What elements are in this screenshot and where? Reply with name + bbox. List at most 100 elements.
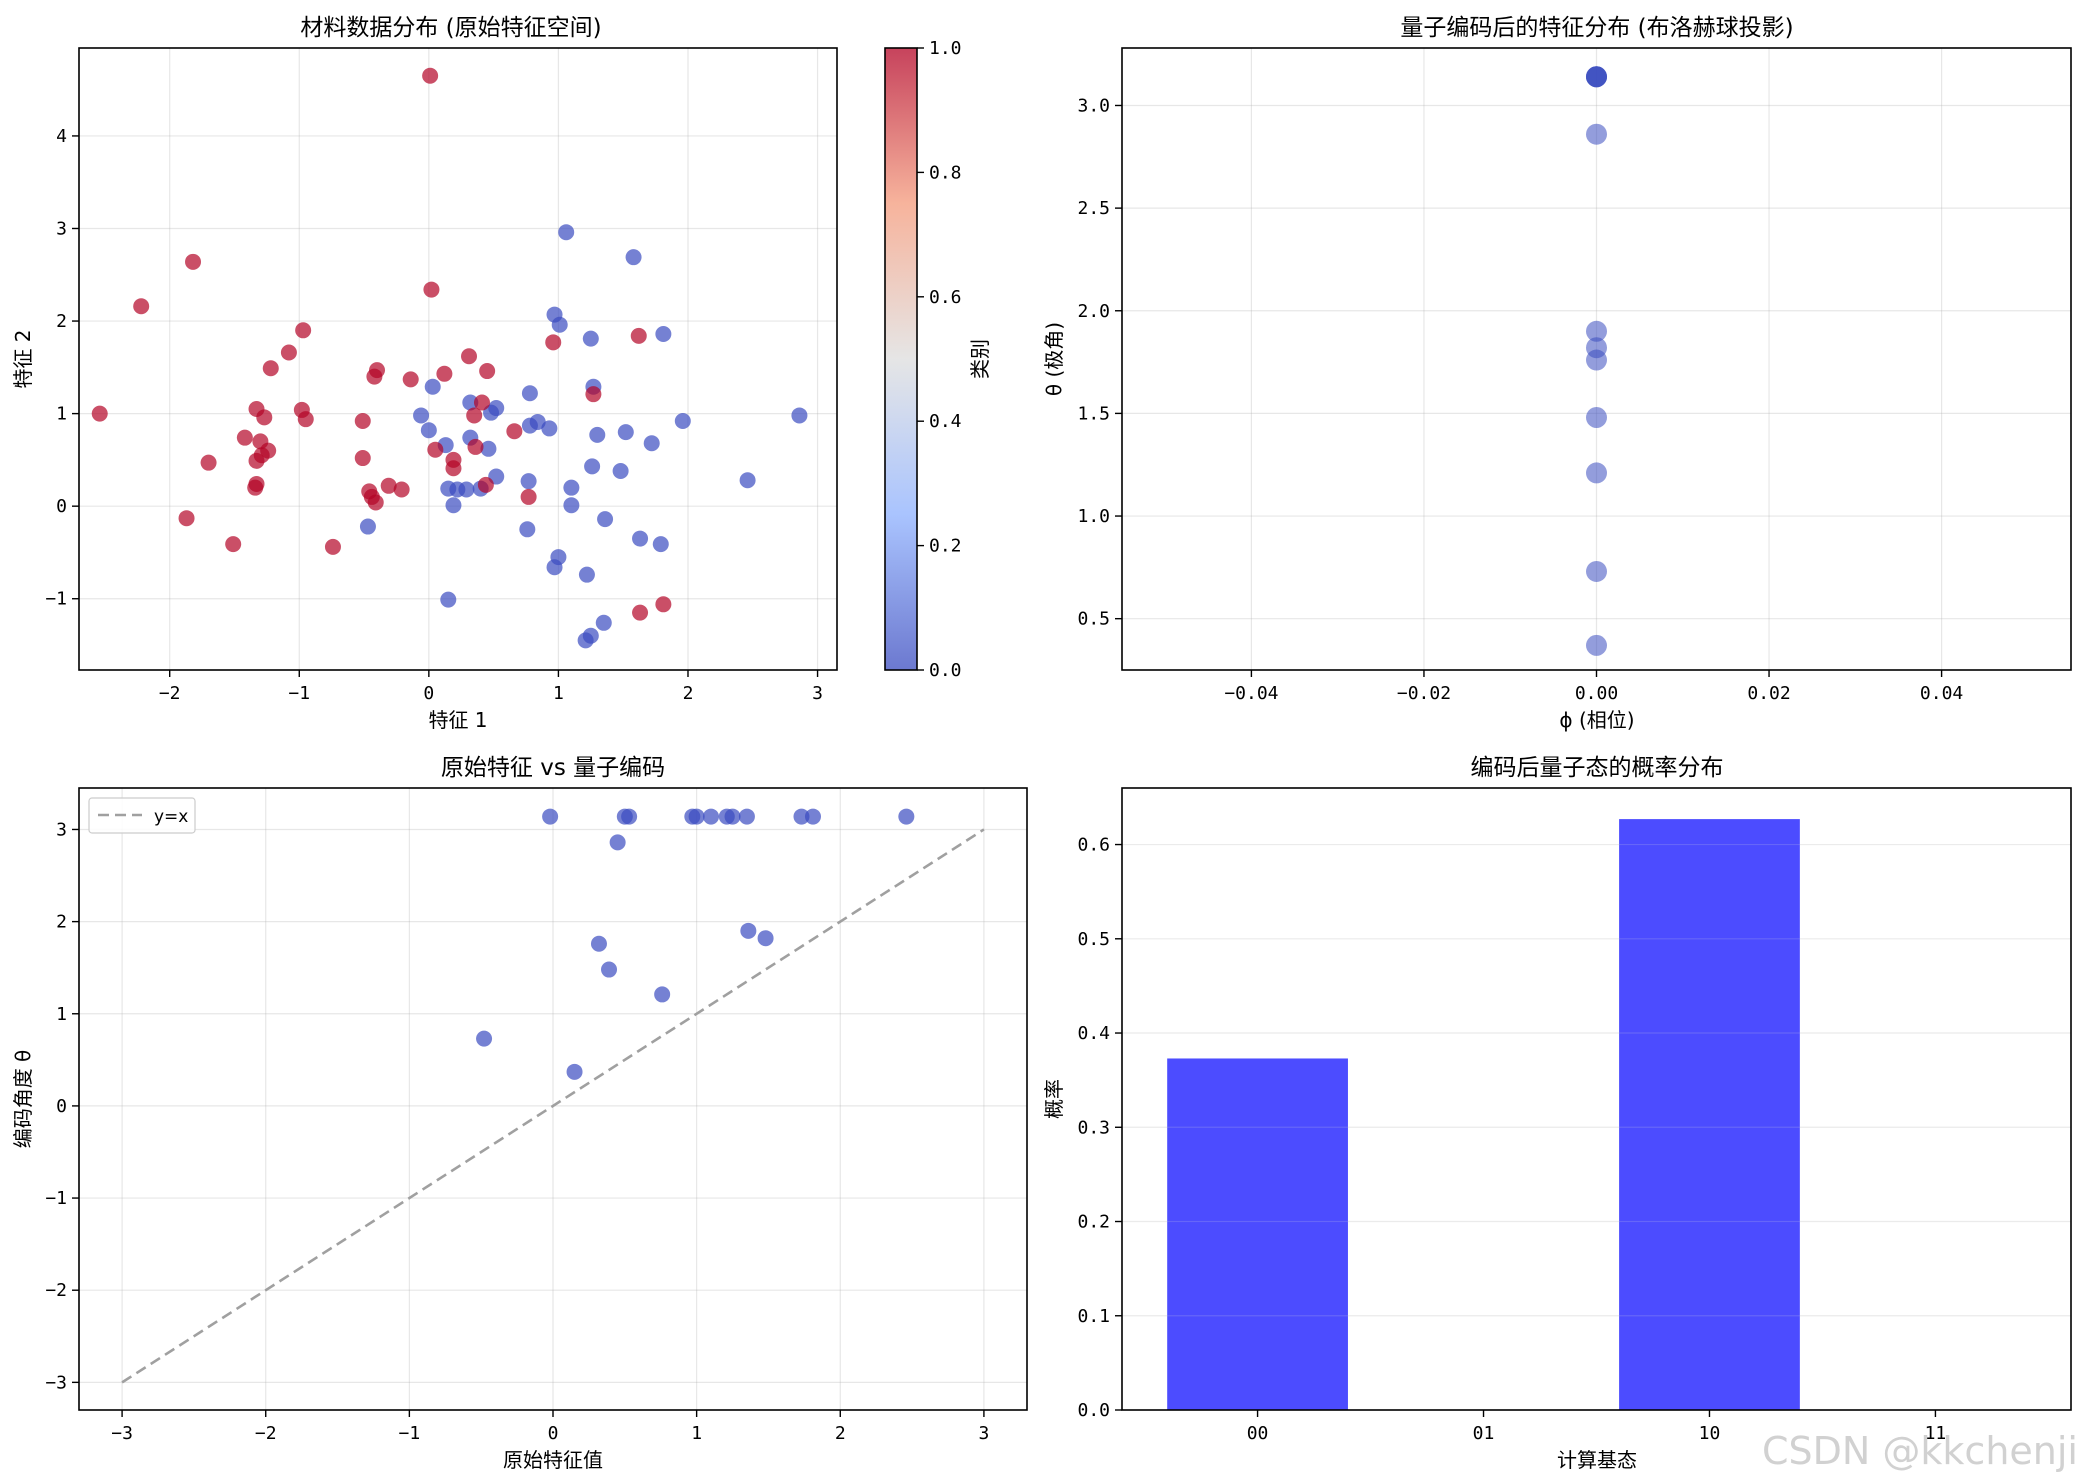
p1-point-class-1 [324, 538, 341, 555]
p1-point-class-1 [354, 413, 371, 430]
p2-ytick-label: 1.0 [1077, 506, 1110, 527]
p3-point [688, 808, 705, 825]
p1-point-class-0 [458, 481, 475, 498]
p1-point-class-1 [178, 510, 195, 527]
p3-legend-label: y=x [154, 807, 188, 827]
p1-colorbar-ticks: 0.0 0.2 0.4 0.6 0.8 1.0 [917, 38, 962, 681]
p4-xlabel: 计算基态 [1557, 1448, 1637, 1472]
p4-ticks: 0.0 0.1 0.2 0.3 0.4 0.5 0.6 00 01 10 11 [1077, 835, 1946, 1444]
p1-point-class-0 [541, 420, 558, 437]
p1-point-class-1 [467, 438, 484, 455]
p4-ytick-label: 0.1 [1077, 1306, 1110, 1327]
p1-point-class-0 [359, 518, 376, 535]
p3-xtick-label: −1 [399, 1423, 421, 1444]
p1-point-class-0 [652, 536, 669, 553]
p2-xtick-label: 0.04 [1920, 683, 1963, 704]
p1-xtick-label: −2 [159, 683, 181, 704]
p3-reference-line [121, 828, 985, 1384]
p1-point-class-0 [791, 407, 808, 424]
p1-point-class-1 [185, 253, 202, 270]
p1-point-class-1 [133, 298, 150, 315]
p3-point [590, 935, 607, 952]
p1-xtick-label: 3 [812, 683, 823, 704]
p1-point-class-1 [367, 494, 384, 511]
p1-point-class-0 [413, 407, 430, 424]
p4-ytick-label: 0.5 [1077, 929, 1110, 950]
p3-point [601, 961, 618, 978]
p1-colorbar-tick-label: 0.2 [929, 536, 962, 557]
watermark-text: CSDN @kkchenji [1762, 1429, 2078, 1473]
p1-point-class-1 [630, 327, 647, 344]
p4-xtick-label: 01 [1473, 1423, 1495, 1444]
p3-xtick-label: −2 [255, 1423, 277, 1444]
p1-point-class-0 [632, 530, 649, 547]
p1-ytick-label: −1 [45, 589, 67, 610]
p1-point-class-1 [366, 368, 383, 385]
p1-colorbar-tick-label: 0.8 [929, 162, 962, 183]
p1-xtick-label: −1 [288, 683, 310, 704]
p4-bars [1122, 819, 2071, 1411]
p3-xtick-label: 2 [835, 1423, 846, 1444]
p2-point [1586, 407, 1607, 429]
p1-point-class-0 [655, 326, 672, 343]
p2-ylabel: θ (极角) [1042, 322, 1066, 396]
p1-point-class-0 [558, 224, 575, 241]
p3-legend: y=x [88, 797, 196, 834]
p1-xtick-label: 0 [423, 683, 434, 704]
p1-ylabel: 特征 2 [11, 329, 35, 388]
p4-xtick-label: 11 [1925, 1423, 1947, 1444]
p2-point [1586, 66, 1607, 88]
p4-xtick-label: 00 [1247, 1423, 1269, 1444]
p4-ytick-label: 0.6 [1077, 835, 1110, 856]
p1-point-class-1 [280, 344, 297, 361]
p2-ytick-label: 1.5 [1077, 403, 1110, 424]
p1-point-class-1 [225, 536, 242, 553]
p1-point-class-0 [520, 473, 537, 490]
p1-ytick-label: 0 [56, 496, 67, 517]
p3-points [476, 808, 915, 1080]
p3-xtick-label: 0 [548, 1423, 559, 1444]
p1-axes-frame [78, 47, 838, 671]
p1-point-class-0 [577, 632, 594, 649]
p4-ylabel: 概率 [1042, 1079, 1066, 1119]
p1-ytick-label: 2 [56, 311, 67, 332]
p1-point-class-0 [595, 614, 612, 631]
p1-colorbar-frame [884, 47, 918, 671]
p1-point-class-1 [380, 477, 397, 494]
p1-point-class-0 [521, 385, 538, 402]
p3-xtick-label: 3 [978, 1423, 989, 1444]
p4-ytick-label: 0.2 [1077, 1212, 1110, 1233]
p3-point [703, 808, 719, 825]
p3-point [566, 1063, 583, 1080]
p1-point-class-1 [655, 596, 672, 613]
p1-point-class-1 [423, 281, 440, 298]
p3-ytick-label: −3 [45, 1372, 67, 1393]
p1-point-class-0 [551, 316, 568, 333]
p1-point-class-1 [236, 429, 253, 446]
p1-colorbar-label: 类别 [968, 339, 992, 379]
p3-point [898, 808, 915, 825]
p1-point-class-0 [584, 458, 601, 475]
p3-xtick-label: −3 [111, 1423, 133, 1444]
p3-ytick-label: 1 [56, 1004, 67, 1025]
p3-point [724, 808, 741, 825]
p1-point-class-1 [477, 476, 494, 493]
p3-point [542, 808, 559, 825]
p3-point [757, 930, 774, 947]
p1-point-class-1 [422, 67, 439, 84]
p1-point-class-0 [643, 435, 660, 452]
p1-ticks: −2 −1 0 1 2 3 −1 0 1 2 3 4 [45, 126, 823, 704]
panel-feature-vs-encoding: 原始特征 vs 量子编码 −3 −2 −1 0 1 2 3 −3 −2 −1 0 1 2 3 y=x 原始… [11, 755, 1028, 1472]
p4-axes-frame [1121, 787, 2072, 1411]
p2-ytick-label: 2.5 [1077, 198, 1110, 219]
p2-point [1586, 320, 1607, 342]
p1-point-class-0 [519, 521, 536, 538]
p3-point [793, 808, 810, 825]
p3-point [804, 808, 821, 825]
p1-point-class-1 [632, 604, 649, 621]
p1-point-class-0 [521, 417, 538, 434]
p3-point [609, 834, 626, 851]
p3-ytick-label: −1 [45, 1188, 67, 1209]
p1-point-class-1 [506, 423, 523, 440]
